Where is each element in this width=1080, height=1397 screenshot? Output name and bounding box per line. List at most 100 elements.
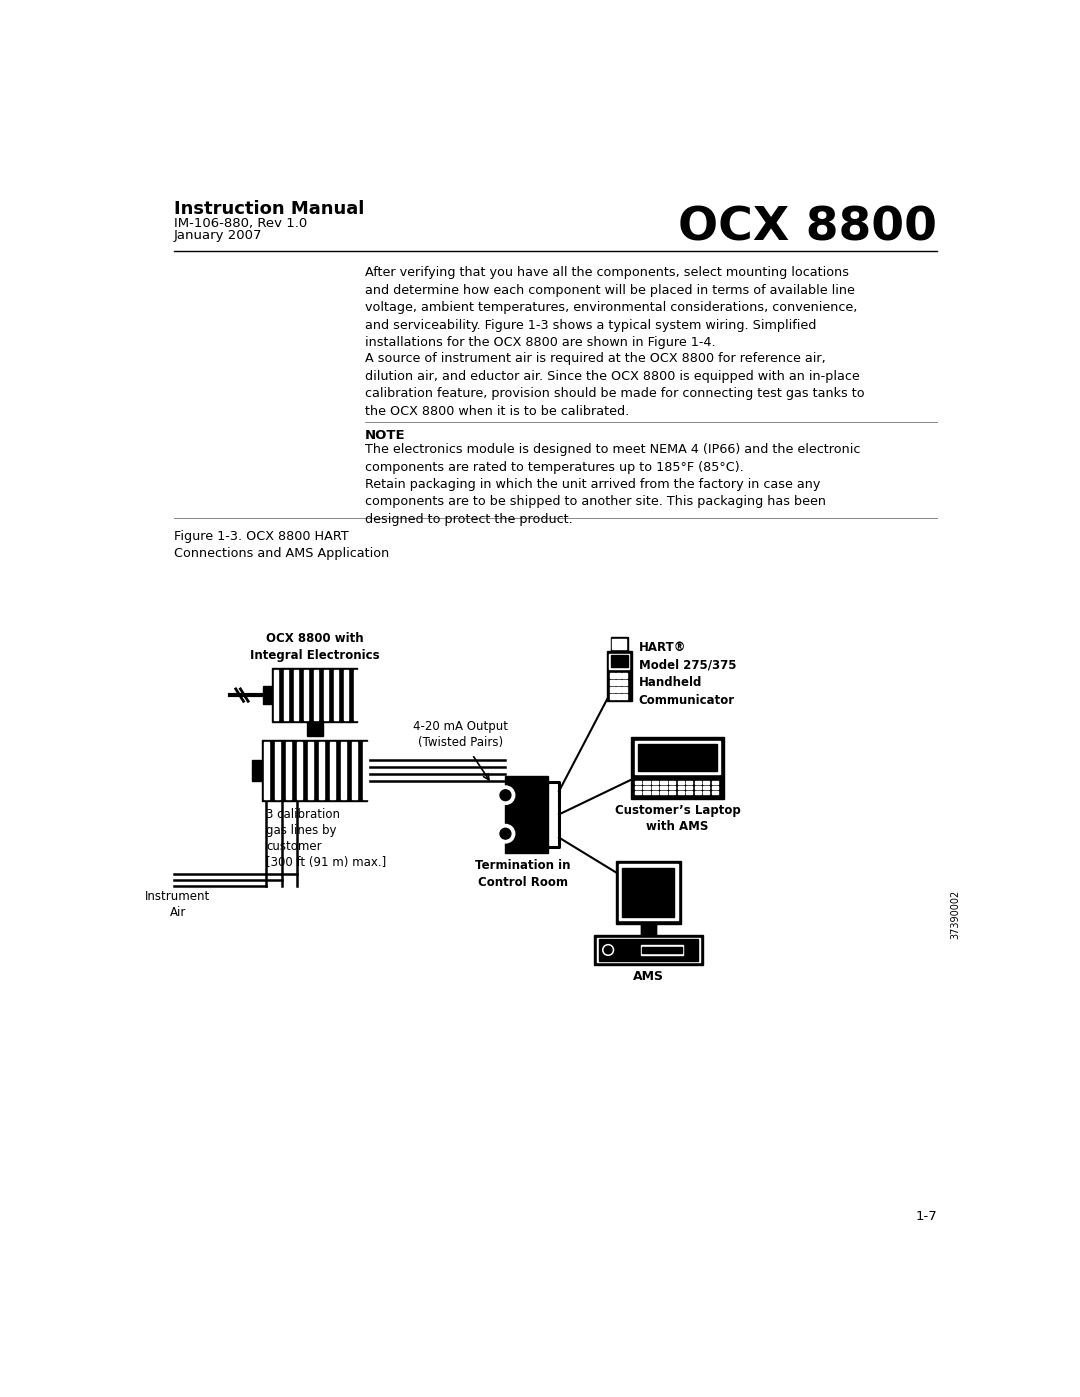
- Bar: [677, 785, 684, 789]
- Bar: [352, 742, 357, 799]
- Bar: [686, 791, 692, 795]
- Text: HART®
Model 275/375
Handheld
Communicator: HART® Model 275/375 Handheld Communicato…: [638, 641, 737, 707]
- Bar: [661, 785, 666, 789]
- Bar: [635, 781, 642, 784]
- Bar: [644, 781, 650, 784]
- Bar: [652, 785, 659, 789]
- Bar: [284, 671, 288, 719]
- Bar: [354, 671, 359, 719]
- Text: January 2007: January 2007: [174, 229, 262, 242]
- Bar: [294, 671, 298, 719]
- Bar: [609, 654, 630, 669]
- Bar: [264, 742, 269, 799]
- Bar: [661, 791, 666, 795]
- Bar: [694, 781, 701, 784]
- Text: Customer’s Laptop
with AMS: Customer’s Laptop with AMS: [615, 803, 741, 833]
- Bar: [505, 775, 548, 854]
- Bar: [273, 671, 279, 719]
- Bar: [622, 673, 627, 678]
- Bar: [262, 686, 272, 704]
- Bar: [677, 791, 684, 795]
- Text: A source of instrument air is required at the OCX 8800 for reference air,
diluti: A source of instrument air is required a…: [365, 352, 865, 418]
- Bar: [611, 655, 627, 668]
- Text: Retain packaging in which the unit arrived from the factory in case any
componen: Retain packaging in which the unit arriv…: [365, 478, 826, 525]
- Bar: [644, 785, 650, 789]
- Bar: [594, 935, 703, 965]
- Bar: [686, 785, 692, 789]
- Circle shape: [605, 946, 612, 954]
- Bar: [297, 742, 302, 799]
- Text: Instrument
Air: Instrument Air: [145, 890, 211, 919]
- Bar: [635, 742, 720, 774]
- Bar: [610, 686, 615, 692]
- Text: IM-106-880, Rev 1.0: IM-106-880, Rev 1.0: [174, 217, 307, 231]
- Circle shape: [603, 944, 613, 956]
- Bar: [622, 693, 627, 698]
- Bar: [622, 868, 674, 916]
- Text: 1-7: 1-7: [916, 1210, 937, 1222]
- Bar: [308, 742, 313, 799]
- Bar: [307, 722, 323, 736]
- Text: Termination in
Control Room: Termination in Control Room: [475, 859, 570, 888]
- Bar: [619, 865, 677, 921]
- Text: Figure 1-3. OCX 8800 HART
Connections and AMS Application: Figure 1-3. OCX 8800 HART Connections an…: [174, 529, 389, 560]
- Bar: [677, 781, 684, 784]
- Bar: [343, 671, 349, 719]
- Bar: [616, 861, 681, 923]
- Bar: [617, 686, 621, 692]
- Bar: [652, 781, 659, 784]
- Text: 4-20 mA Output
(Twisted Pairs): 4-20 mA Output (Twisted Pairs): [413, 719, 508, 749]
- Bar: [617, 673, 621, 678]
- Bar: [617, 680, 621, 685]
- Bar: [617, 693, 621, 698]
- Bar: [638, 745, 717, 771]
- Circle shape: [500, 828, 511, 840]
- Circle shape: [500, 789, 511, 800]
- Bar: [661, 781, 666, 784]
- Bar: [703, 785, 710, 789]
- Bar: [694, 785, 701, 789]
- Bar: [635, 791, 642, 795]
- Bar: [712, 781, 718, 784]
- Bar: [598, 939, 698, 961]
- Bar: [597, 937, 700, 963]
- Bar: [314, 671, 319, 719]
- Bar: [635, 785, 642, 789]
- Bar: [330, 742, 335, 799]
- Text: The electronics module is designed to meet NEMA 4 (IP66) and the electronic
comp: The electronics module is designed to me…: [365, 443, 861, 474]
- Bar: [324, 671, 328, 719]
- Bar: [644, 791, 650, 795]
- Text: NOTE: NOTE: [365, 429, 406, 443]
- Bar: [262, 740, 367, 802]
- Bar: [694, 791, 701, 795]
- Bar: [334, 671, 338, 719]
- Bar: [640, 946, 684, 954]
- Text: Instruction Manual: Instruction Manual: [174, 200, 364, 218]
- Bar: [610, 693, 615, 698]
- Bar: [622, 686, 627, 692]
- Bar: [612, 638, 626, 648]
- Bar: [303, 671, 308, 719]
- Bar: [275, 742, 280, 799]
- Circle shape: [496, 787, 515, 805]
- Bar: [643, 947, 681, 953]
- Bar: [272, 668, 357, 722]
- Text: 37390002: 37390002: [950, 890, 960, 939]
- Bar: [363, 742, 368, 799]
- Bar: [712, 785, 718, 789]
- Bar: [712, 791, 718, 795]
- Bar: [611, 637, 627, 651]
- Text: 3 calibration
gas lines by
customer
[300 ft (91 m) max.]: 3 calibration gas lines by customer [300…: [267, 807, 387, 869]
- Bar: [341, 742, 346, 799]
- Bar: [622, 680, 627, 685]
- Bar: [631, 738, 724, 778]
- Text: After verifying that you have all the components, select mounting locations
and : After verifying that you have all the co…: [365, 267, 858, 349]
- Bar: [669, 785, 675, 789]
- Bar: [631, 778, 724, 799]
- Text: AMS: AMS: [633, 970, 664, 983]
- Text: OCX 8800: OCX 8800: [678, 205, 937, 250]
- Bar: [607, 651, 632, 701]
- Bar: [252, 760, 262, 781]
- Bar: [610, 673, 615, 678]
- Text: OCX 8800 with
Integral Electronics: OCX 8800 with Integral Electronics: [249, 633, 379, 662]
